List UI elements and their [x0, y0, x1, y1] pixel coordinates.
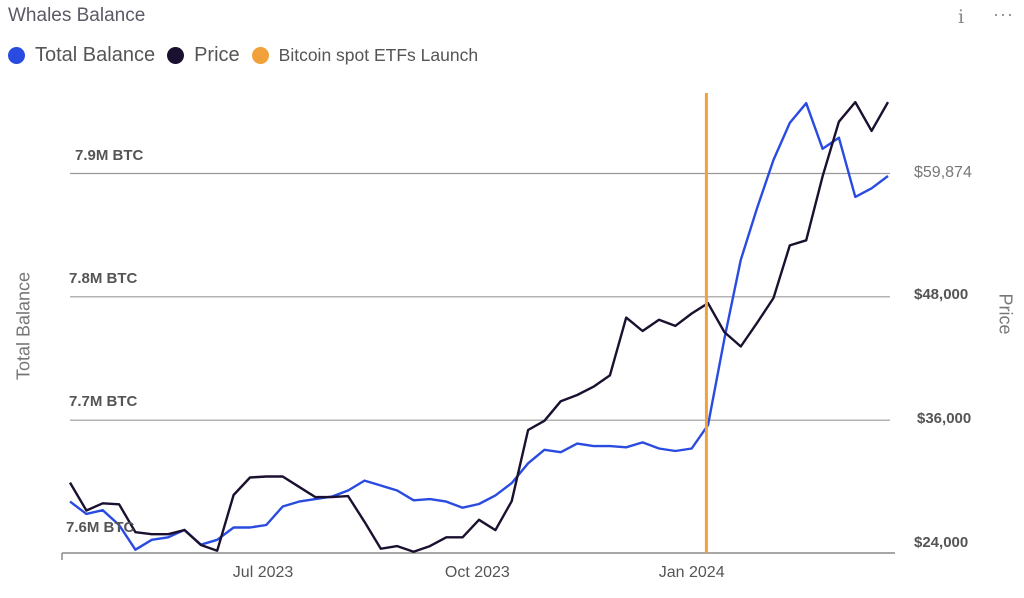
right-axis-tick-label: $24,000 [914, 533, 969, 551]
x-axis-tick-label: Jul 2023 [232, 564, 294, 581]
more-options-icon[interactable]: ··· [993, 4, 1014, 24]
left-axis-title: Total Balance [13, 271, 34, 381]
series-line-price [68, 100, 890, 553]
right-axis-tick-label: $59,874 [914, 163, 972, 181]
left-axis-tick-label: 7.6M BTC [66, 518, 135, 536]
left-axis-tick-label: 7.8M BTC [69, 269, 138, 287]
legend-item-total-balance[interactable]: Total Balance [8, 44, 155, 67]
info-icon[interactable]: i [958, 6, 965, 28]
legend-label: Total Balance [35, 43, 156, 66]
right-axis-tick-label: $48,000 [914, 285, 969, 303]
left-axis-tick-label: 7.9M BTC [75, 146, 144, 164]
right-axis-title: Price [995, 293, 1016, 335]
left-axis-tick-label: 7.7M BTC [69, 393, 138, 411]
legend-label: Bitcoin spot ETFs Launch [278, 44, 479, 65]
legend-label: Price [194, 43, 240, 66]
legend-item-price[interactable]: Price [167, 44, 240, 67]
x-axis-tick-label: Oct 2023 [444, 564, 510, 581]
x-axis-tick-label: Jan 2024 [658, 564, 725, 581]
legend-dot-icon [167, 46, 185, 64]
legend-dot-icon [8, 46, 25, 64]
legend: Total Balance Price Bitcoin spot ETFs La… [8, 42, 490, 68]
right-axis-tick-label: $36,000 [917, 409, 972, 427]
legend-item-etf-launch[interactable]: Bitcoin spot ETFs Launch [251, 44, 479, 66]
legend-dot-icon [251, 46, 269, 64]
series-line-total-balance [69, 101, 889, 551]
chart-title: Whales Balance [8, 5, 146, 26]
